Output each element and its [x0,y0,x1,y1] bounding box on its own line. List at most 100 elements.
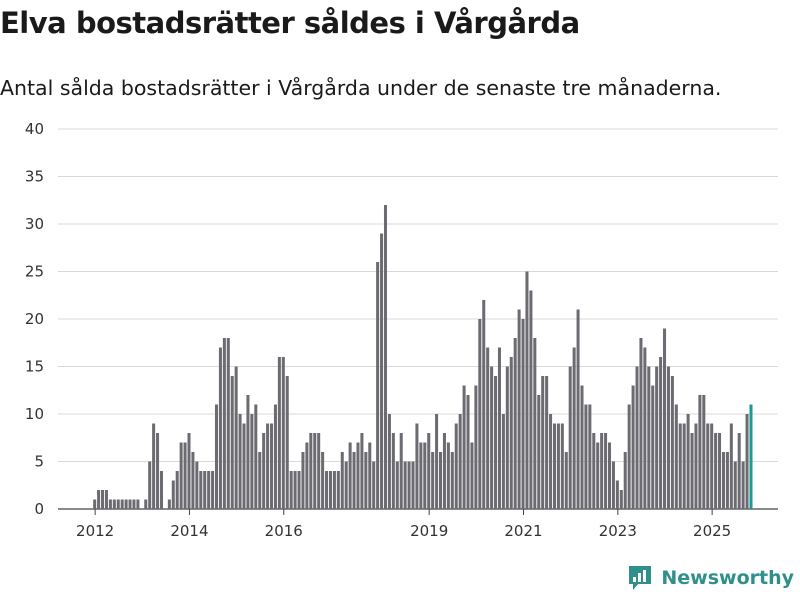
bar [136,499,140,509]
bar [552,423,556,509]
bar [419,442,423,509]
bar [203,471,207,509]
bar [604,433,608,509]
bar [690,433,694,509]
y-tick-label: 15 [25,358,44,376]
bar [435,414,439,509]
bar [474,385,478,509]
bar [666,366,670,509]
bar [655,366,659,509]
bar [399,433,403,509]
x-tick-label: 2021 [504,522,542,540]
x-tick-label: 2023 [599,522,637,540]
bar [698,395,702,509]
y-tick-label: 25 [25,263,44,281]
bar [541,376,545,509]
x-tick-label: 2016 [265,522,303,540]
bar [321,452,325,509]
bar [682,423,686,509]
bar [458,414,462,509]
x-tick-label: 2025 [693,522,731,540]
bar [325,471,329,509]
bar [270,423,274,509]
bar [148,461,152,509]
bar [230,376,234,509]
bar [486,347,490,509]
bar [439,452,443,509]
bar [254,404,258,509]
bar [144,499,148,509]
bar [372,461,376,509]
bar [572,347,576,509]
bar [556,423,560,509]
bar [576,309,580,509]
bar [226,338,230,509]
bar [725,452,729,509]
bar [733,461,737,509]
bar [411,461,415,509]
bar [549,414,553,509]
y-tick-label: 10 [25,405,44,423]
bar [619,490,623,509]
bar [446,442,450,509]
bar [721,452,725,509]
y-tick-label: 0 [34,500,44,518]
bar [454,423,458,509]
bar [714,433,718,509]
bar [124,499,128,509]
y-tick-label: 5 [34,453,44,471]
y-tick-label: 20 [25,310,44,328]
bar [352,452,356,509]
bar [159,471,163,509]
bar [635,366,639,509]
bar [639,338,643,509]
bar [427,433,431,509]
bar [501,414,505,509]
bar [533,338,537,509]
bar [132,499,136,509]
bar [301,452,305,509]
bar [383,205,388,509]
bar [741,461,745,509]
bar [431,452,435,509]
bar [293,471,297,509]
bar [651,385,655,509]
bar [289,471,293,509]
bar [112,499,116,509]
bar [482,300,486,509]
bar [494,376,498,509]
chart-title: Elva bostadsrätter såldes i Vårgårda [0,6,580,40]
bar [694,423,698,509]
bar [222,338,226,509]
bar [749,404,753,509]
bar [116,499,120,509]
bar [242,423,246,509]
bar [470,442,474,509]
bar [120,499,124,509]
bar [171,480,175,509]
bar [156,433,160,509]
bar [450,452,454,509]
bar [277,357,281,509]
bar [407,461,411,509]
bar [490,366,494,509]
y-tick-label: 35 [25,168,44,186]
bar [356,442,360,509]
bar [364,452,368,509]
bar [525,271,529,509]
y-tick-label: 30 [25,215,44,233]
bar [659,357,663,509]
bar [647,366,651,509]
bar [564,452,568,509]
bar [580,385,584,509]
bar [615,480,619,509]
bar [395,461,399,509]
bar [706,423,710,509]
x-tick-label: 2012 [76,522,114,540]
bar [631,385,635,509]
bar [214,404,219,509]
bar [317,433,321,509]
bar [623,452,627,509]
bar [442,433,446,509]
